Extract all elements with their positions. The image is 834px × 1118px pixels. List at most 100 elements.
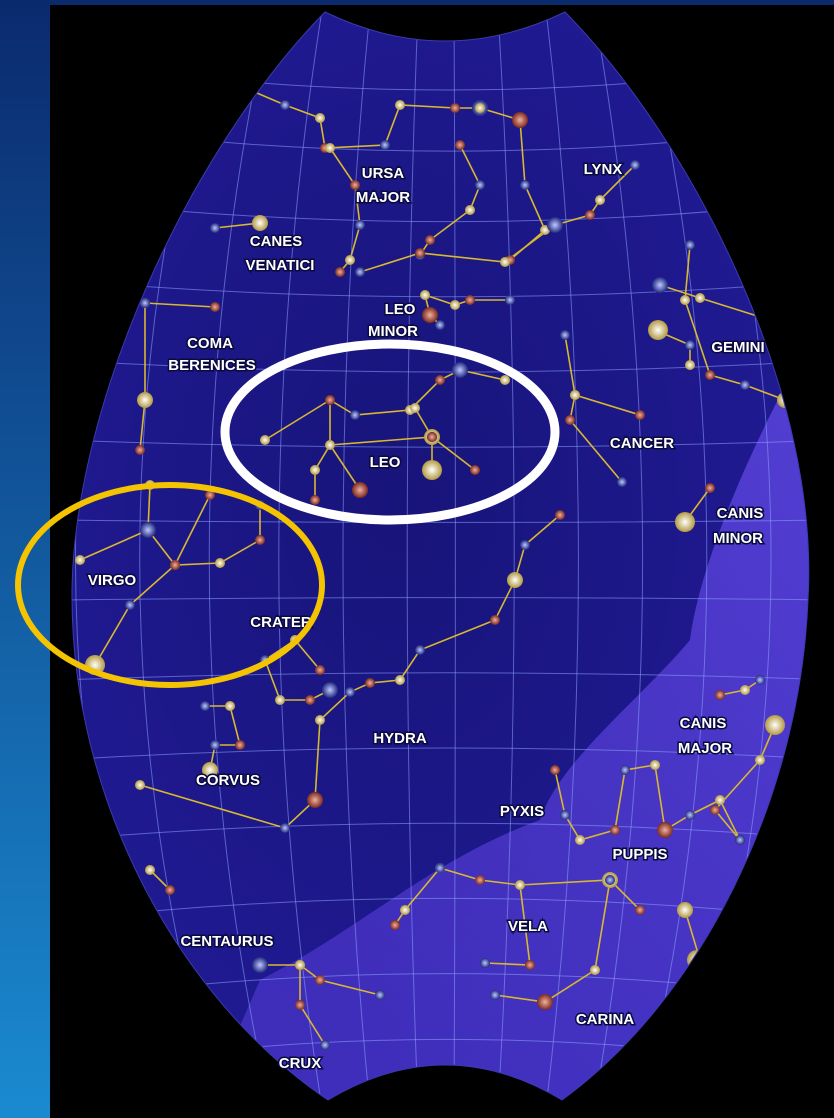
star (475, 875, 485, 885)
star (620, 765, 630, 775)
star (590, 965, 600, 975)
star (310, 495, 320, 505)
star (550, 765, 560, 775)
star (345, 255, 355, 265)
star (295, 1000, 305, 1010)
star (755, 755, 765, 765)
star (500, 375, 510, 385)
star (315, 665, 325, 675)
star (315, 715, 325, 725)
star (210, 302, 220, 312)
star (450, 103, 460, 113)
star (135, 780, 145, 790)
label: MINOR (368, 323, 418, 340)
star (537, 994, 553, 1010)
star (560, 330, 570, 340)
star (410, 403, 420, 413)
star (480, 958, 490, 968)
label: CANIS (680, 715, 727, 732)
star (455, 140, 465, 150)
star (575, 835, 585, 845)
star (657, 822, 673, 838)
star (680, 295, 690, 305)
star (335, 267, 345, 277)
label: MINOR (713, 530, 763, 547)
star (610, 825, 620, 835)
star (235, 740, 245, 750)
label: CRUX (279, 1055, 322, 1072)
star (505, 295, 515, 305)
star (365, 678, 375, 688)
star (415, 248, 425, 258)
label: CRATER (250, 614, 312, 631)
label: CANIS (717, 505, 764, 522)
star (525, 960, 535, 970)
star (395, 100, 405, 110)
star (515, 880, 525, 890)
star (380, 140, 390, 150)
star (650, 760, 660, 770)
label: CARINA (576, 1011, 634, 1028)
top-strip (0, 0, 834, 5)
star (260, 435, 270, 445)
star (685, 810, 695, 820)
star (585, 210, 595, 220)
star (595, 195, 605, 205)
star (125, 600, 135, 610)
star (715, 795, 725, 805)
star (740, 380, 750, 390)
star (570, 390, 580, 400)
star (520, 180, 530, 190)
bright-star (422, 460, 442, 480)
star (137, 392, 153, 408)
label: CENTAURUS (180, 933, 273, 950)
bright-star (765, 715, 785, 735)
star (345, 687, 355, 697)
star (452, 362, 468, 378)
label: LEO (370, 454, 401, 471)
star (252, 957, 268, 973)
star (520, 540, 530, 550)
star (352, 482, 368, 498)
label: BERENICES (168, 357, 256, 374)
star (635, 410, 645, 420)
bright-star (675, 512, 695, 532)
star (307, 792, 323, 808)
label: URSA (362, 165, 405, 182)
star (705, 370, 715, 380)
star (435, 320, 445, 330)
star (320, 1040, 330, 1050)
star (310, 465, 320, 475)
star (355, 267, 365, 277)
star (435, 375, 445, 385)
label: VIRGO (88, 572, 137, 589)
star (565, 415, 575, 425)
star (500, 257, 510, 267)
label: LYNX (584, 161, 623, 178)
star (685, 360, 695, 370)
star (225, 701, 235, 711)
star (390, 920, 400, 930)
label: CANES (250, 233, 303, 250)
star (635, 905, 645, 915)
label: PUPPIS (612, 846, 667, 863)
star (512, 112, 528, 128)
star (685, 240, 695, 250)
label: HYDRA (373, 730, 427, 747)
star (275, 695, 285, 705)
star (755, 675, 765, 685)
star (170, 560, 180, 570)
label: VELA (508, 918, 548, 935)
bright-star (648, 320, 668, 340)
star (415, 645, 425, 655)
star (705, 483, 715, 493)
star (475, 180, 485, 190)
star (547, 217, 563, 233)
star (470, 465, 480, 475)
star (560, 810, 570, 820)
star (465, 295, 475, 305)
star (465, 205, 475, 215)
star (475, 103, 485, 113)
star (322, 682, 338, 698)
star (710, 805, 720, 815)
